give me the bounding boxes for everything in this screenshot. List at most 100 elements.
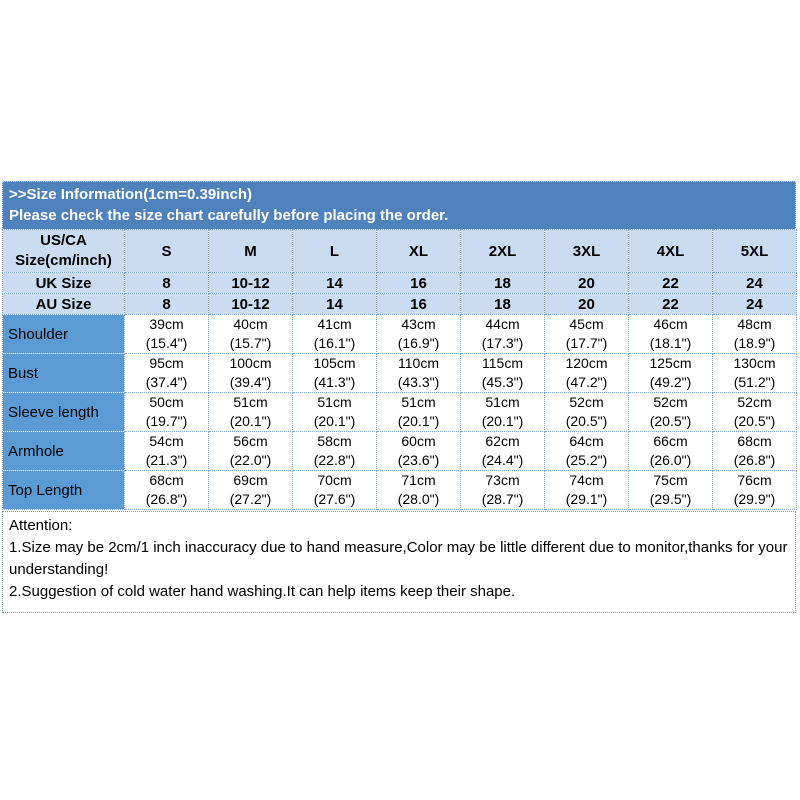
measurement-cell: 52cm (20.5") xyxy=(628,392,713,432)
measurement-inch: (29.9") xyxy=(733,491,776,507)
measurement-cm: 73cm xyxy=(485,472,520,488)
measurement-cell: 130cm (51.2") xyxy=(712,353,797,393)
measurement-inch: (17.7") xyxy=(565,335,608,351)
measurement-inch: (28.7") xyxy=(481,491,524,507)
measurement-cell: 56cm (22.0") xyxy=(208,431,293,471)
measurement-cell: 68cm (26.8") xyxy=(712,431,797,471)
measurement-cm: 100cm xyxy=(229,355,272,371)
size-value-cell: 10-12 xyxy=(208,293,293,315)
measurement-cm: 105cm xyxy=(313,355,356,371)
size-col-header: XL xyxy=(376,229,461,273)
title-band: >>Size Information(1cm=0.39inch) Please … xyxy=(2,181,796,229)
measurement-cell: 115cm (45.3") xyxy=(460,353,545,393)
measurement-cm: 56cm xyxy=(233,433,268,449)
measurement-row: Shoulder 39cm (15.4") 40cm (15.7") 41cm (16.1"… xyxy=(2,314,797,354)
measurement-cell: 69cm (27.2") xyxy=(208,470,293,510)
size-value-cell: 8 xyxy=(124,293,209,315)
measurement-cm: 115cm xyxy=(482,355,523,371)
measurement-inch: (20.1") xyxy=(397,413,440,429)
measurement-cm: 64cm xyxy=(569,433,604,449)
measurement-cell: 100cm (39.4") xyxy=(208,353,293,393)
measurement-cm: 39cm xyxy=(149,316,184,332)
measurement-cell: 105cm (41.3") xyxy=(292,353,377,393)
measurement-cm: 52cm xyxy=(737,394,772,410)
measurement-cm: 125cm xyxy=(649,355,692,371)
title-line-2: Please check the size chart carefully be… xyxy=(9,207,449,224)
measurement-cell: 41cm (16.1") xyxy=(292,314,377,354)
size-col-header: S xyxy=(124,229,209,273)
measurement-cm: 76cm xyxy=(737,472,772,488)
measurement-inch: (41.3") xyxy=(313,374,356,390)
measurement-inch: (16.9") xyxy=(397,335,440,351)
measurement-inch: (27.2") xyxy=(229,491,272,507)
size-col-header: M xyxy=(208,229,293,273)
title-line-1: >>Size Information(1cm=0.39inch) xyxy=(9,186,252,203)
size-value-cell: 18 xyxy=(460,272,545,294)
size-value-cell: 16 xyxy=(376,293,461,315)
measurement-cm: 41cm xyxy=(317,316,352,332)
size-col-header: L xyxy=(292,229,377,273)
measurement-cell: 110cm (43.3") xyxy=(376,353,461,393)
measurement-inch: (20.1") xyxy=(229,413,272,429)
measurement-row: Sleeve length 50cm (19.7") 51cm (20.1") 51cm (… xyxy=(2,392,797,432)
measurement-cm: 66cm xyxy=(653,433,688,449)
measurement-cm: 50cm xyxy=(149,394,184,410)
measurement-cm: 44cm xyxy=(485,316,520,332)
measurement-row: Bust 95cm (37.4") 100cm (39.4") 105cm (41.3") 1… xyxy=(2,353,797,393)
measurement-inch: (15.7") xyxy=(229,335,272,351)
measurement-cell: 51cm (20.1") xyxy=(208,392,293,432)
measurement-cm: 58cm xyxy=(317,433,352,449)
measurement-cm: 110cm xyxy=(398,355,439,371)
measurement-cm: 69cm xyxy=(233,472,268,488)
size-value-cell: 10-12 xyxy=(208,272,293,294)
measurement-cm: 60cm xyxy=(401,433,436,449)
measurement-cell: 39cm (15.4") xyxy=(124,314,209,354)
measurement-cm: 54cm xyxy=(149,433,184,449)
measurement-cm: 52cm xyxy=(653,394,688,410)
measurement-inch: (16.1") xyxy=(313,335,356,351)
attention-note-1: 1.Size may be 2cm/1 inch inaccuracy due … xyxy=(9,539,788,578)
size-value-cell: 20 xyxy=(544,293,629,315)
measurement-cell: 68cm (26.8") xyxy=(124,470,209,510)
measurement-inch: (17.3") xyxy=(481,335,524,351)
measurement-inch: (25.2") xyxy=(565,452,608,468)
measurement-cm: 45cm xyxy=(569,316,604,332)
measurement-row-label: Bust xyxy=(2,353,125,393)
measurement-row-label: Armhole xyxy=(2,431,125,471)
measurement-inch: (19.7") xyxy=(145,413,188,429)
measurement-cell: 50cm (19.7") xyxy=(124,392,209,432)
measurement-cm: 68cm xyxy=(149,472,184,488)
measurement-cell: 52cm (20.5") xyxy=(544,392,629,432)
measurement-cm: 62cm xyxy=(485,433,520,449)
measurement-cell: 120cm (47.2") xyxy=(544,353,629,393)
measurement-cm: 48cm xyxy=(737,316,772,332)
size-value-cell: 14 xyxy=(292,272,377,294)
corner-header-line-1: US/CA xyxy=(40,232,87,249)
size-value-cell: 8 xyxy=(124,272,209,294)
measurement-cell: 58cm (22.8") xyxy=(292,431,377,471)
measurement-cell: 46cm (18.1") xyxy=(628,314,713,354)
measurement-cm: 120cm xyxy=(565,355,608,371)
measurement-cell: 43cm (16.9") xyxy=(376,314,461,354)
size-conversion-row: AU Size 8 10-12 14 16 18 20 22 24 xyxy=(2,293,797,315)
measurement-inch: (18.9") xyxy=(733,335,776,351)
attention-note-2: 2.Suggestion of cold water hand washing.… xyxy=(9,583,516,600)
measurement-cm: 70cm xyxy=(317,472,352,488)
measurement-inch: (24.4") xyxy=(481,452,524,468)
size-value-cell: 18 xyxy=(460,293,545,315)
measurement-cell: 95cm (37.4") xyxy=(124,353,209,393)
measurement-cell: 76cm (29.9") xyxy=(712,470,797,510)
measurement-cm: 71cm xyxy=(401,472,436,488)
measurement-cell: 45cm (17.7") xyxy=(544,314,629,354)
measurement-inch: (29.1") xyxy=(565,491,608,507)
measurement-cm: 51cm xyxy=(485,394,520,410)
measurement-inch: (15.4") xyxy=(145,335,188,351)
corner-header: US/CA Size(cm/inch) xyxy=(2,229,125,273)
measurement-cm: 68cm xyxy=(737,433,772,449)
measurement-inch: (37.4") xyxy=(145,374,188,390)
measurement-cell: 75cm (29.5") xyxy=(628,470,713,510)
size-row-label: AU Size xyxy=(2,293,125,315)
measurement-cell: 51cm (20.1") xyxy=(292,392,377,432)
measurement-inch: (18.1") xyxy=(649,335,692,351)
measurement-inch: (51.2") xyxy=(733,374,776,390)
